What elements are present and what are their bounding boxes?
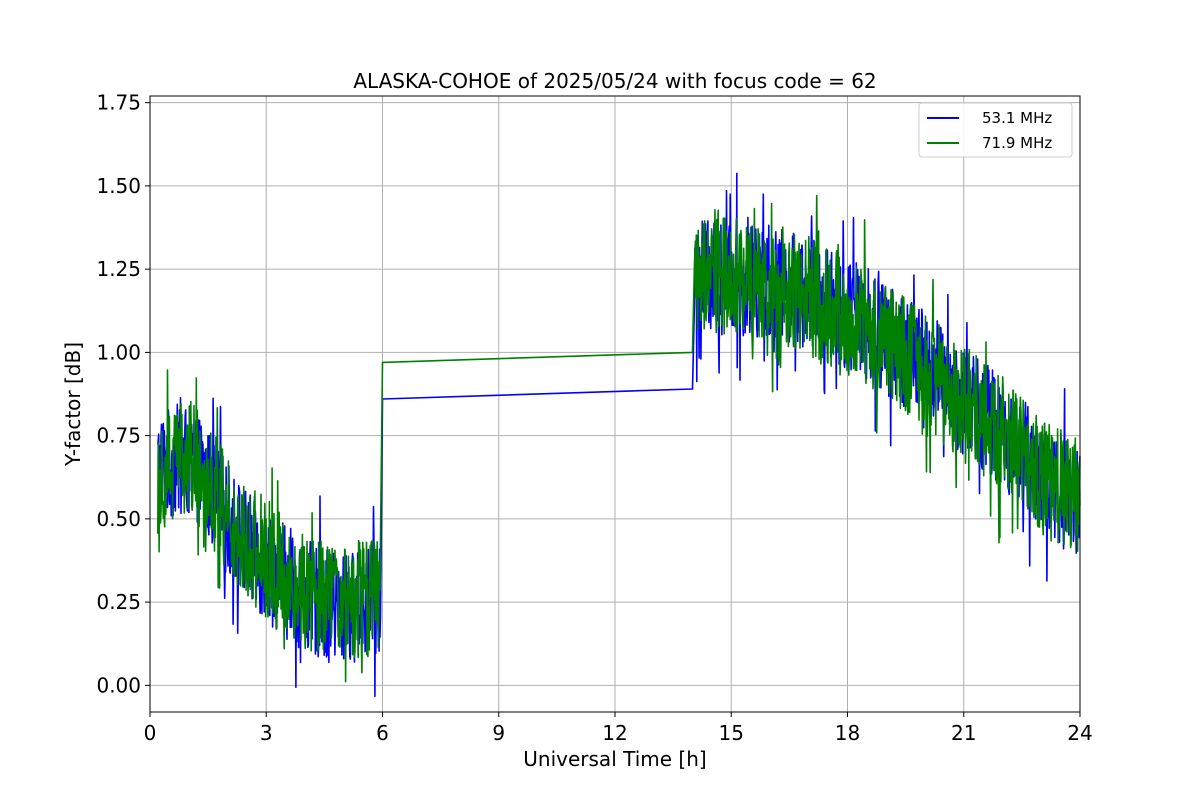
y-tick-label: 0.00 xyxy=(96,673,141,697)
x-tick-label: 24 xyxy=(1067,721,1092,745)
y-axis-title: Y-factor [dB] xyxy=(61,342,85,467)
x-tick-label: 21 xyxy=(951,721,976,745)
x-tick-label: 3 xyxy=(260,721,273,745)
legend-label: 71.9 MHz xyxy=(982,134,1052,152)
y-tick-label: 1.25 xyxy=(96,257,141,281)
x-tick-label: 12 xyxy=(602,721,627,745)
x-tick-label: 9 xyxy=(492,721,505,745)
y-tick-label: 0.25 xyxy=(96,590,141,614)
y-tick-label: 1.50 xyxy=(96,174,141,198)
x-axis-title: Universal Time [h] xyxy=(523,747,706,771)
y-tick-label: 1.00 xyxy=(96,340,141,364)
legend: 53.1 MHz 71.9 MHz xyxy=(918,102,1073,158)
x-tick-label: 0 xyxy=(144,721,157,745)
x-tick-label: 18 xyxy=(835,721,860,745)
ticks: 0 3 6 9 12 15 18 21 24 0.00 0.25 0.50 0.75 1.00 1.25 1.… xyxy=(96,91,1092,745)
legend-label: 53.1 MHz xyxy=(982,109,1052,127)
y-tick-label: 0.50 xyxy=(96,507,141,531)
series-line-1 xyxy=(157,194,1081,683)
series-layer xyxy=(157,172,1081,698)
y-tick-label: 1.75 xyxy=(96,91,141,115)
chart-title: ALASKA-COHOE of 2025/05/24 with focus co… xyxy=(353,69,876,93)
y-tick-label: 0.75 xyxy=(96,424,141,448)
x-tick-label: 15 xyxy=(719,721,744,745)
x-tick-label: 6 xyxy=(376,721,389,745)
